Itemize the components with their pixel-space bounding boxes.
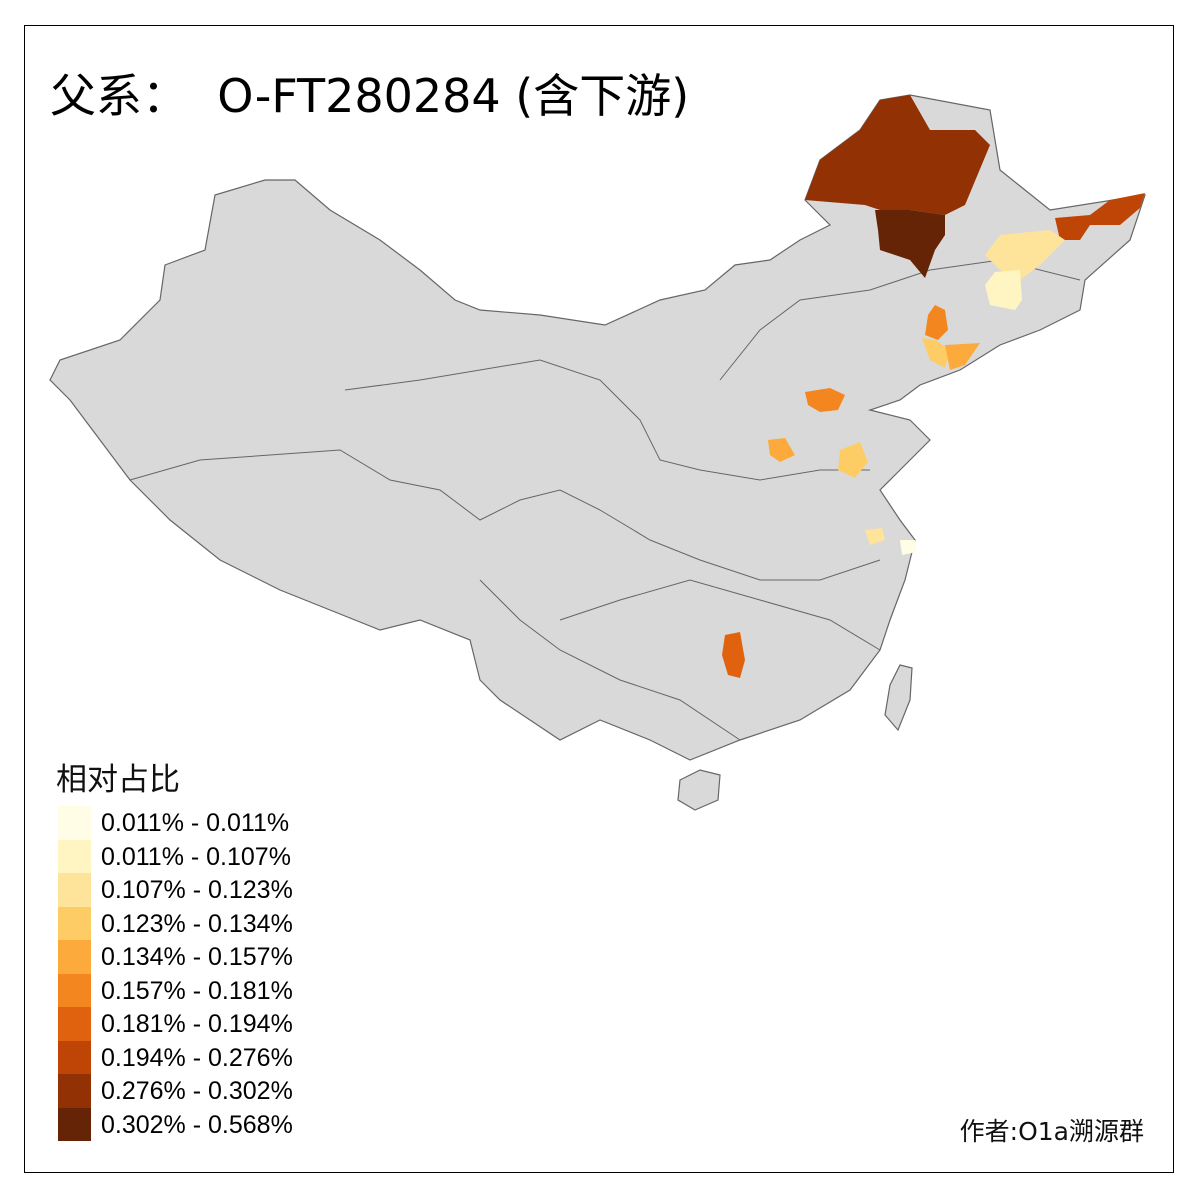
legend-swatch	[58, 1107, 91, 1141]
region-liaoning-south	[945, 343, 980, 370]
legend-label: 0.181% - 0.194%	[101, 1010, 293, 1038]
legend-label: 0.194% - 0.276%	[101, 1043, 293, 1072]
legend-swatch	[58, 906, 91, 940]
region-shanghai	[900, 540, 917, 555]
map-frame	[24, 25, 1174, 1173]
legend-item: 0.181% - 0.194%	[58, 1007, 358, 1041]
province-border	[129, 449, 601, 521]
region-suihua	[985, 230, 1065, 280]
region-xingan	[875, 210, 945, 278]
region-shandong	[838, 442, 868, 478]
region-hunan-south	[722, 632, 745, 678]
legend-label: 0.011% - 0.011%	[101, 809, 290, 837]
province-border	[479, 579, 741, 741]
legend-label: 0.302% - 0.568%	[101, 1110, 293, 1139]
region-liaoning-north	[925, 305, 948, 340]
legend-swatch	[58, 1074, 91, 1108]
legend-item: 0.107% - 0.123%	[58, 873, 358, 907]
legend-item: 0.276% - 0.302%	[58, 1074, 358, 1108]
legend-swatch	[58, 940, 91, 974]
author-credit: 作者:O1a溯源群	[959, 1117, 1144, 1146]
taiwan	[884, 664, 913, 732]
legend-swatch	[58, 806, 91, 840]
legend-item: 0.157% - 0.181%	[58, 973, 358, 1007]
legend-swatch	[58, 873, 91, 907]
legend-item: 0.011% - 0.011%	[58, 806, 358, 840]
legend-title: 相对占比	[56, 762, 180, 798]
region-heilongjiang-east	[1055, 193, 1145, 240]
hainan	[677, 769, 721, 811]
region-hebei-south	[768, 438, 795, 462]
legend-label: 0.276% - 0.302%	[101, 1077, 293, 1105]
region-jiangsu	[865, 528, 885, 545]
region-beijing-tianjin	[805, 388, 845, 412]
province-border	[559, 579, 881, 651]
map-title: 父系： O-FT280284 (含下游)	[50, 69, 690, 123]
legend-swatch	[58, 1007, 91, 1041]
legend-label: 0.123% - 0.134%	[101, 909, 293, 938]
legend-swatch	[58, 839, 91, 873]
legend-item: 0.194% - 0.276%	[58, 1040, 358, 1074]
china-mainland	[49, 94, 1146, 761]
region-hulunbuir	[805, 95, 990, 215]
region-liaoning-west	[922, 338, 950, 368]
legend-item: 0.134% - 0.157%	[58, 940, 358, 974]
legend-label: 0.134% - 0.157%	[101, 943, 293, 971]
legend-swatch	[58, 1040, 91, 1074]
legend-item: 0.123% - 0.134%	[58, 906, 358, 940]
province-border	[344, 359, 701, 471]
province-border	[599, 509, 881, 581]
legend-label: 0.157% - 0.181%	[101, 976, 293, 1005]
legend-item: 0.011% - 0.107%	[58, 839, 358, 873]
legend-swatch	[58, 973, 91, 1007]
legend-item: 0.302% - 0.568%	[58, 1107, 358, 1141]
legend-label: 0.107% - 0.123%	[101, 876, 293, 904]
region-harbin	[985, 270, 1022, 310]
legend-label: 0.011% - 0.107%	[101, 842, 291, 871]
